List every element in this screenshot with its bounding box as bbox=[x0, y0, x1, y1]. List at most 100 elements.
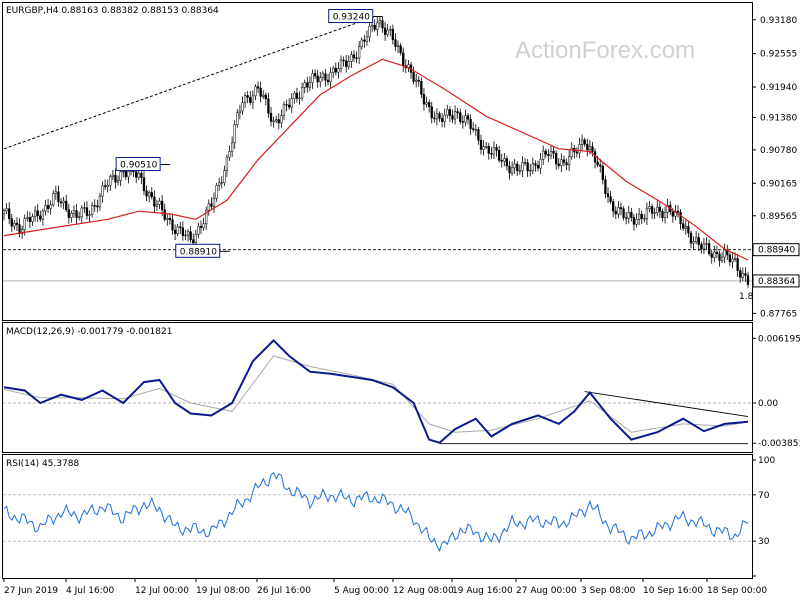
candle-body bbox=[656, 206, 659, 214]
candle-body bbox=[280, 115, 283, 124]
macd-trendline bbox=[584, 391, 749, 418]
price-tick-label: 0.90780 bbox=[760, 146, 797, 156]
rsi-tick: 70 bbox=[3, 491, 770, 501]
candle-body bbox=[88, 214, 91, 216]
candle-body bbox=[728, 254, 732, 263]
candle-body bbox=[137, 172, 140, 178]
candle-body bbox=[490, 153, 493, 155]
candle-body bbox=[557, 163, 560, 166]
candle bbox=[427, 99, 431, 113]
rsi-title: RSI(14) 45.3788 bbox=[6, 459, 79, 469]
candle-body bbox=[215, 185, 218, 199]
price-annotation: 0.93240 bbox=[328, 9, 383, 24]
candle bbox=[622, 206, 625, 221]
candle bbox=[116, 175, 120, 186]
candle-body bbox=[516, 163, 519, 171]
candle bbox=[267, 92, 270, 118]
candle-body bbox=[440, 118, 444, 122]
candle bbox=[415, 73, 418, 88]
candle-body bbox=[228, 151, 231, 158]
candle bbox=[726, 244, 729, 261]
candle bbox=[288, 98, 291, 110]
candle-body bbox=[319, 77, 322, 83]
candle-body bbox=[18, 224, 21, 234]
candle bbox=[256, 81, 260, 94]
candle-body bbox=[249, 97, 252, 103]
candle bbox=[503, 152, 506, 167]
candle-body bbox=[510, 167, 514, 174]
candle bbox=[562, 155, 566, 167]
time-tick-label: 26 Jul 16:00 bbox=[257, 586, 311, 596]
candle-body bbox=[736, 258, 739, 272]
candle-body bbox=[142, 177, 146, 192]
candle-body bbox=[707, 243, 711, 254]
annotation-box bbox=[175, 243, 221, 258]
candle-body bbox=[396, 45, 400, 47]
candle-body bbox=[5, 208, 8, 211]
candle-body bbox=[103, 185, 107, 188]
candle bbox=[101, 181, 104, 203]
candle bbox=[207, 199, 210, 216]
candle bbox=[497, 145, 501, 163]
price-tick: 0.87765 bbox=[752, 309, 797, 319]
candle-body bbox=[746, 275, 750, 285]
time-tick: 12 Aug 08:00 bbox=[392, 578, 454, 596]
candle-body bbox=[298, 97, 301, 100]
annotation-label: 0.88910 bbox=[180, 247, 217, 257]
candle bbox=[44, 199, 47, 216]
candle bbox=[412, 66, 415, 85]
candle bbox=[163, 203, 166, 222]
candle-body bbox=[529, 169, 532, 172]
candle bbox=[632, 214, 636, 231]
price-pane: ActionForex.com EURGBP,H4 0.88163 0.8838… bbox=[2, 2, 800, 321]
candle-body bbox=[676, 210, 680, 213]
candle bbox=[552, 146, 555, 159]
candle-body bbox=[181, 227, 185, 236]
candle bbox=[218, 177, 221, 192]
candle-body bbox=[83, 207, 86, 209]
candle bbox=[510, 161, 514, 176]
candle-body bbox=[617, 207, 620, 215]
candle bbox=[715, 246, 719, 259]
candle-body bbox=[313, 73, 317, 77]
candle-body bbox=[329, 72, 332, 83]
candle bbox=[477, 126, 480, 145]
candle-body bbox=[163, 209, 166, 220]
candle-body bbox=[189, 231, 192, 241]
candle-body bbox=[731, 258, 734, 263]
candle bbox=[695, 231, 698, 245]
candle-body bbox=[20, 229, 24, 234]
candle-body bbox=[689, 232, 693, 244]
candle-body bbox=[433, 117, 436, 120]
candle bbox=[684, 220, 687, 235]
candle bbox=[396, 40, 400, 54]
candle-body bbox=[464, 115, 467, 123]
candle bbox=[643, 214, 646, 223]
candle-body bbox=[466, 115, 470, 120]
candle-body bbox=[256, 86, 260, 89]
candle-body bbox=[26, 217, 29, 219]
candle-body bbox=[389, 28, 392, 31]
candle bbox=[433, 111, 436, 123]
candle-body bbox=[192, 239, 195, 244]
time-tick: 27 Jun 2019 bbox=[3, 578, 58, 596]
candle-body bbox=[54, 191, 57, 194]
candle bbox=[259, 81, 262, 103]
candle-body bbox=[723, 249, 726, 258]
candle bbox=[106, 179, 109, 193]
candle-body bbox=[158, 200, 161, 205]
annotation-box bbox=[328, 9, 374, 24]
candle bbox=[425, 96, 428, 108]
candle bbox=[630, 207, 633, 222]
candle bbox=[451, 109, 454, 123]
candle-body bbox=[205, 209, 208, 225]
candle-body bbox=[648, 206, 651, 210]
candle bbox=[373, 19, 376, 32]
candle-body bbox=[62, 200, 65, 204]
candle-body bbox=[570, 147, 573, 158]
macd-tick-label: 0.00 bbox=[758, 399, 778, 409]
candle bbox=[269, 106, 273, 127]
time-tick-label: 3 Sep 08:00 bbox=[581, 586, 636, 596]
candle bbox=[640, 210, 643, 225]
